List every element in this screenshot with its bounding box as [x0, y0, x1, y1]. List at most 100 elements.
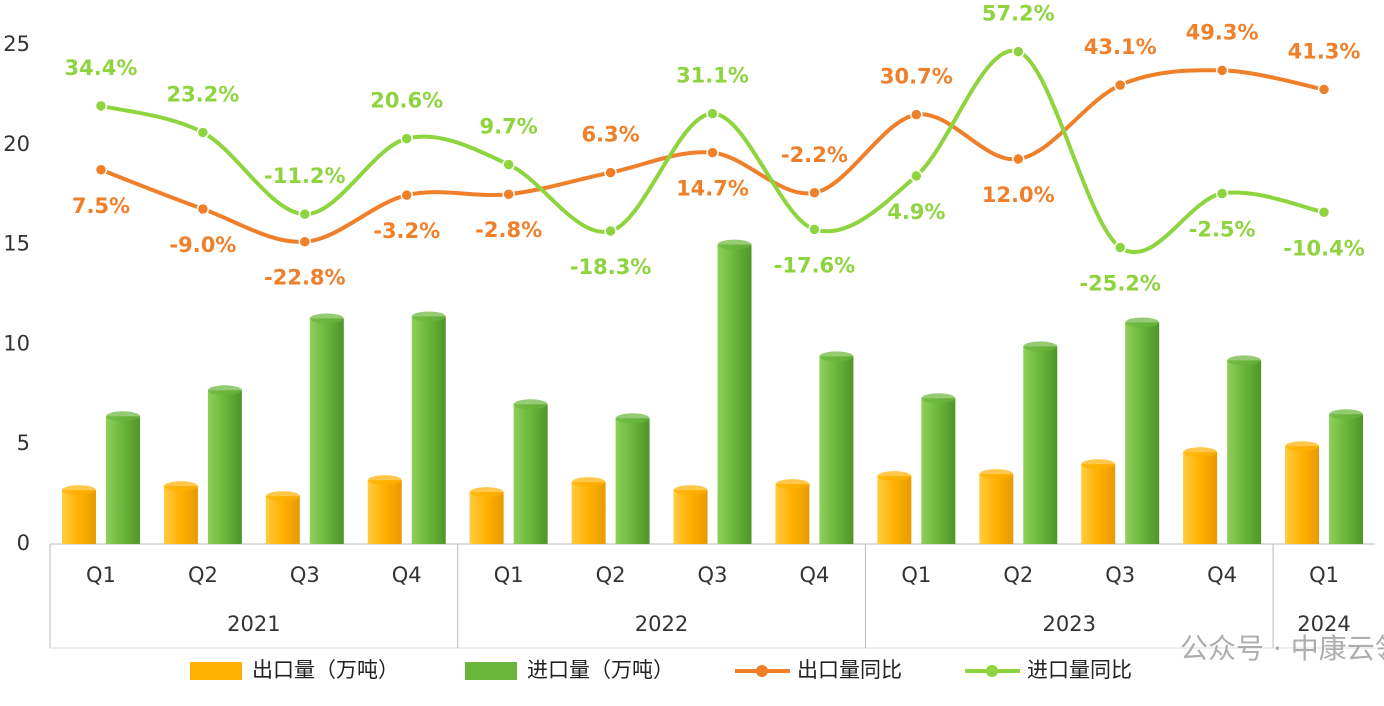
data-label: 4.9%	[887, 200, 945, 224]
data-label: 23.2%	[166, 82, 239, 106]
line-point	[1113, 78, 1127, 92]
line-point	[1012, 152, 1025, 166]
bar	[265, 496, 300, 544]
data-label: -10.4%	[1283, 236, 1365, 260]
bar	[61, 490, 96, 544]
data-label: -2.2%	[781, 143, 848, 167]
bar-cap	[819, 351, 854, 362]
line-point	[1317, 206, 1331, 219]
bar	[1125, 322, 1160, 544]
line-point	[604, 166, 617, 179]
line-point	[196, 126, 210, 139]
x-tick-label: Q3	[1105, 563, 1135, 587]
data-label: 14.7%	[676, 177, 749, 201]
bar-cap	[571, 477, 606, 488]
bar-cap	[877, 471, 912, 482]
data-label: 6.3%	[581, 123, 639, 147]
data-label: -2.5%	[1189, 218, 1256, 242]
line-point	[94, 99, 108, 113]
legend-swatch	[756, 665, 768, 677]
y-tick-label: 0	[17, 531, 30, 555]
data-label: -3.2%	[373, 219, 440, 243]
bar	[775, 484, 810, 544]
line-point	[298, 207, 312, 221]
x-tick-label: Q1	[494, 563, 524, 587]
data-label: -17.6%	[774, 253, 856, 277]
legend-swatch	[465, 662, 517, 680]
legend-label: 进口量（万吨）	[527, 658, 674, 682]
x-tick-label: Q2	[596, 563, 626, 587]
bar-cap	[1081, 459, 1116, 470]
line-point	[1317, 83, 1331, 96]
bar-cap	[163, 481, 198, 492]
bar	[1023, 346, 1058, 544]
x-tick-label: Q1	[1309, 563, 1339, 587]
bar	[979, 474, 1014, 544]
bar	[673, 490, 708, 544]
bar-cap	[367, 475, 402, 486]
bar-cap	[1023, 341, 1058, 352]
y-tick-label: 15	[3, 232, 30, 256]
watermark: 公众号 · 中康云瓴	[1180, 632, 1384, 665]
bar	[717, 244, 752, 544]
group-label: 2021	[227, 612, 280, 636]
bar-cap	[1227, 355, 1262, 366]
bar-cap	[207, 385, 242, 396]
line-point	[808, 186, 821, 200]
bar	[513, 404, 548, 544]
bar-cap	[615, 413, 650, 424]
bar	[105, 416, 140, 544]
y-tick-label: 10	[3, 331, 30, 355]
line-point	[94, 163, 108, 176]
data-label: -18.3%	[570, 255, 652, 279]
bar-cap	[265, 491, 300, 502]
x-tick-label: Q2	[1003, 563, 1033, 587]
data-label: 43.1%	[1084, 35, 1157, 59]
y-tick-label: 5	[17, 431, 30, 455]
x-tick-label: Q4	[1207, 563, 1237, 587]
bar-cap	[309, 313, 344, 324]
bar	[615, 418, 650, 544]
data-label: 41.3%	[1288, 39, 1361, 63]
bar	[411, 316, 446, 544]
bar-cap	[1125, 317, 1160, 328]
bar	[877, 476, 912, 544]
data-label: -25.2%	[1079, 271, 1161, 295]
bar-cap	[61, 485, 96, 496]
group-label: 2024	[1297, 612, 1350, 636]
line-point	[604, 224, 617, 238]
bar	[819, 356, 854, 544]
bar-cap	[411, 311, 446, 322]
data-label: -22.8%	[264, 266, 346, 290]
line-point	[400, 132, 413, 145]
y-tick-label: 20	[3, 132, 30, 156]
line-point	[1012, 45, 1025, 58]
line-point	[706, 107, 719, 120]
bar-cap	[921, 393, 956, 404]
bar	[163, 486, 198, 544]
line-point	[706, 146, 719, 159]
data-label: -11.2%	[264, 164, 346, 188]
line-point	[1113, 241, 1127, 254]
line-point	[808, 223, 821, 236]
bar	[207, 390, 242, 544]
line-point	[910, 108, 923, 121]
data-label: -9.0%	[169, 233, 236, 257]
x-tick-label: Q1	[86, 563, 116, 587]
bar-cap	[1285, 441, 1320, 452]
legend-label: 进口量同比	[1027, 658, 1132, 682]
line-point	[298, 235, 312, 248]
bar	[1227, 360, 1262, 544]
y-tick-label: 25	[3, 32, 30, 56]
line-point	[502, 187, 515, 201]
data-label: 20.6%	[370, 89, 443, 113]
data-label: -2.8%	[475, 218, 542, 242]
x-tick-label: Q4	[799, 563, 829, 587]
bar-cap	[1183, 447, 1218, 458]
bar	[367, 480, 402, 544]
bar-cap	[513, 399, 548, 410]
bar	[309, 318, 344, 544]
bar	[1285, 446, 1320, 544]
bar	[1183, 452, 1218, 544]
